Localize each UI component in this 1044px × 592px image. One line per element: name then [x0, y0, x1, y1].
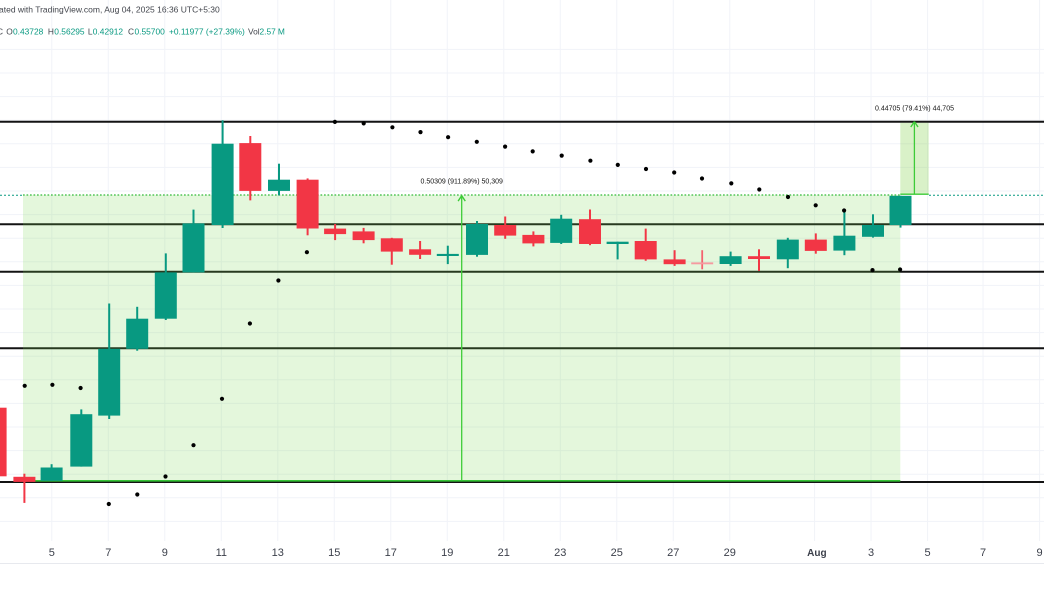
svg-text:ated with TradingView.com, Aug: ated with TradingView.com, Aug 04, 2025 …: [0, 4, 220, 14]
svg-text:0.44705 (79.41%) 44,705: 0.44705 (79.41%) 44,705: [875, 105, 954, 112]
svg-text:0.50309 (911.89%) 50,309: 0.50309 (911.89%) 50,309: [421, 179, 503, 186]
